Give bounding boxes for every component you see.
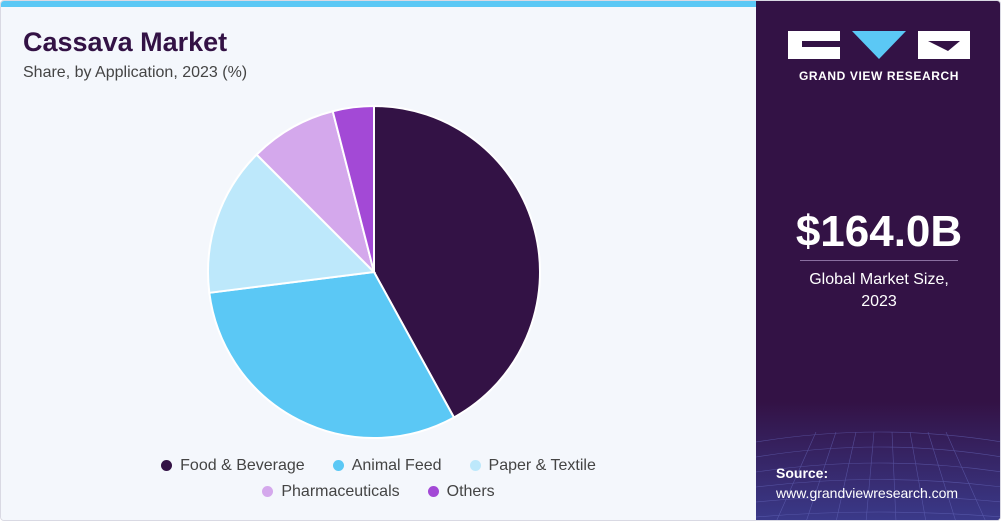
- legend-label-animal-feed: Animal Feed: [351, 457, 442, 474]
- legend-swatch-others: [427, 486, 439, 497]
- top-accent-bar: [1, 1, 756, 7]
- pie-slice-paper-textile: [207, 153, 377, 294]
- legend-item-animal-feed: Animal Feed: [332, 457, 442, 475]
- legend-label-others: Others: [446, 483, 495, 500]
- chart-subtitle: Share, by Application, 2023 (%): [23, 64, 248, 81]
- market-size-value: $164.0B: [795, 207, 963, 256]
- grand-view-research-logo: [788, 31, 970, 59]
- pie-chart: [207, 104, 541, 440]
- legend-row-1: Food & Beverage Animal Feed Paper & Textil…: [1, 457, 756, 475]
- chart-panel: Cassava Market Share, by Application, 20…: [1, 1, 756, 520]
- source-url: www.grandviewresearch.com: [776, 485, 959, 501]
- market-size-caption-line-1: Global Market Size,: [809, 271, 949, 288]
- legend-item-pharmaceuticals: Pharmaceuticals: [262, 483, 400, 501]
- pie-slice-animal-feed: [208, 270, 456, 440]
- pie-slice-others: [331, 104, 375, 273]
- legend-row-2: Pharmaceuticals Others: [1, 483, 756, 501]
- legend-label-paper-textile: Paper & Textile: [488, 457, 596, 474]
- legend-label-pharmaceuticals: Pharmaceuticals: [281, 483, 400, 500]
- legend-swatch-pharmaceuticals: [262, 486, 274, 497]
- legend-swatch-food-beverage: [161, 460, 173, 471]
- legend-swatch-paper-textile: [469, 460, 481, 471]
- source-label: Source:: [776, 465, 829, 481]
- decorative-grid-graphic: [756, 402, 1000, 520]
- market-size-caption-line-2: 2023: [861, 293, 897, 310]
- brand-name: GRAND VIEW RESEARCH: [798, 69, 960, 83]
- legend-item-paper-textile: Paper & Textile: [469, 457, 596, 475]
- pie-slice-pharmaceuticals: [255, 110, 376, 276]
- market-size-caption: Global Market Size, 2023: [756, 269, 1000, 313]
- legend-label-food-beverage: Food & Beverage: [180, 457, 305, 474]
- chart-title: Cassava Market: [23, 27, 228, 57]
- market-size-divider: [800, 260, 958, 261]
- legend-swatch-animal-feed: [332, 460, 344, 471]
- summary-sidebar: GRAND VIEW RESEARCH $164.0B Global Marke…: [756, 1, 1000, 520]
- legend-item-food-beverage: Food & Beverage: [161, 457, 305, 475]
- pie-slice-food-beverage: [373, 104, 541, 419]
- legend-item-others: Others: [427, 483, 495, 501]
